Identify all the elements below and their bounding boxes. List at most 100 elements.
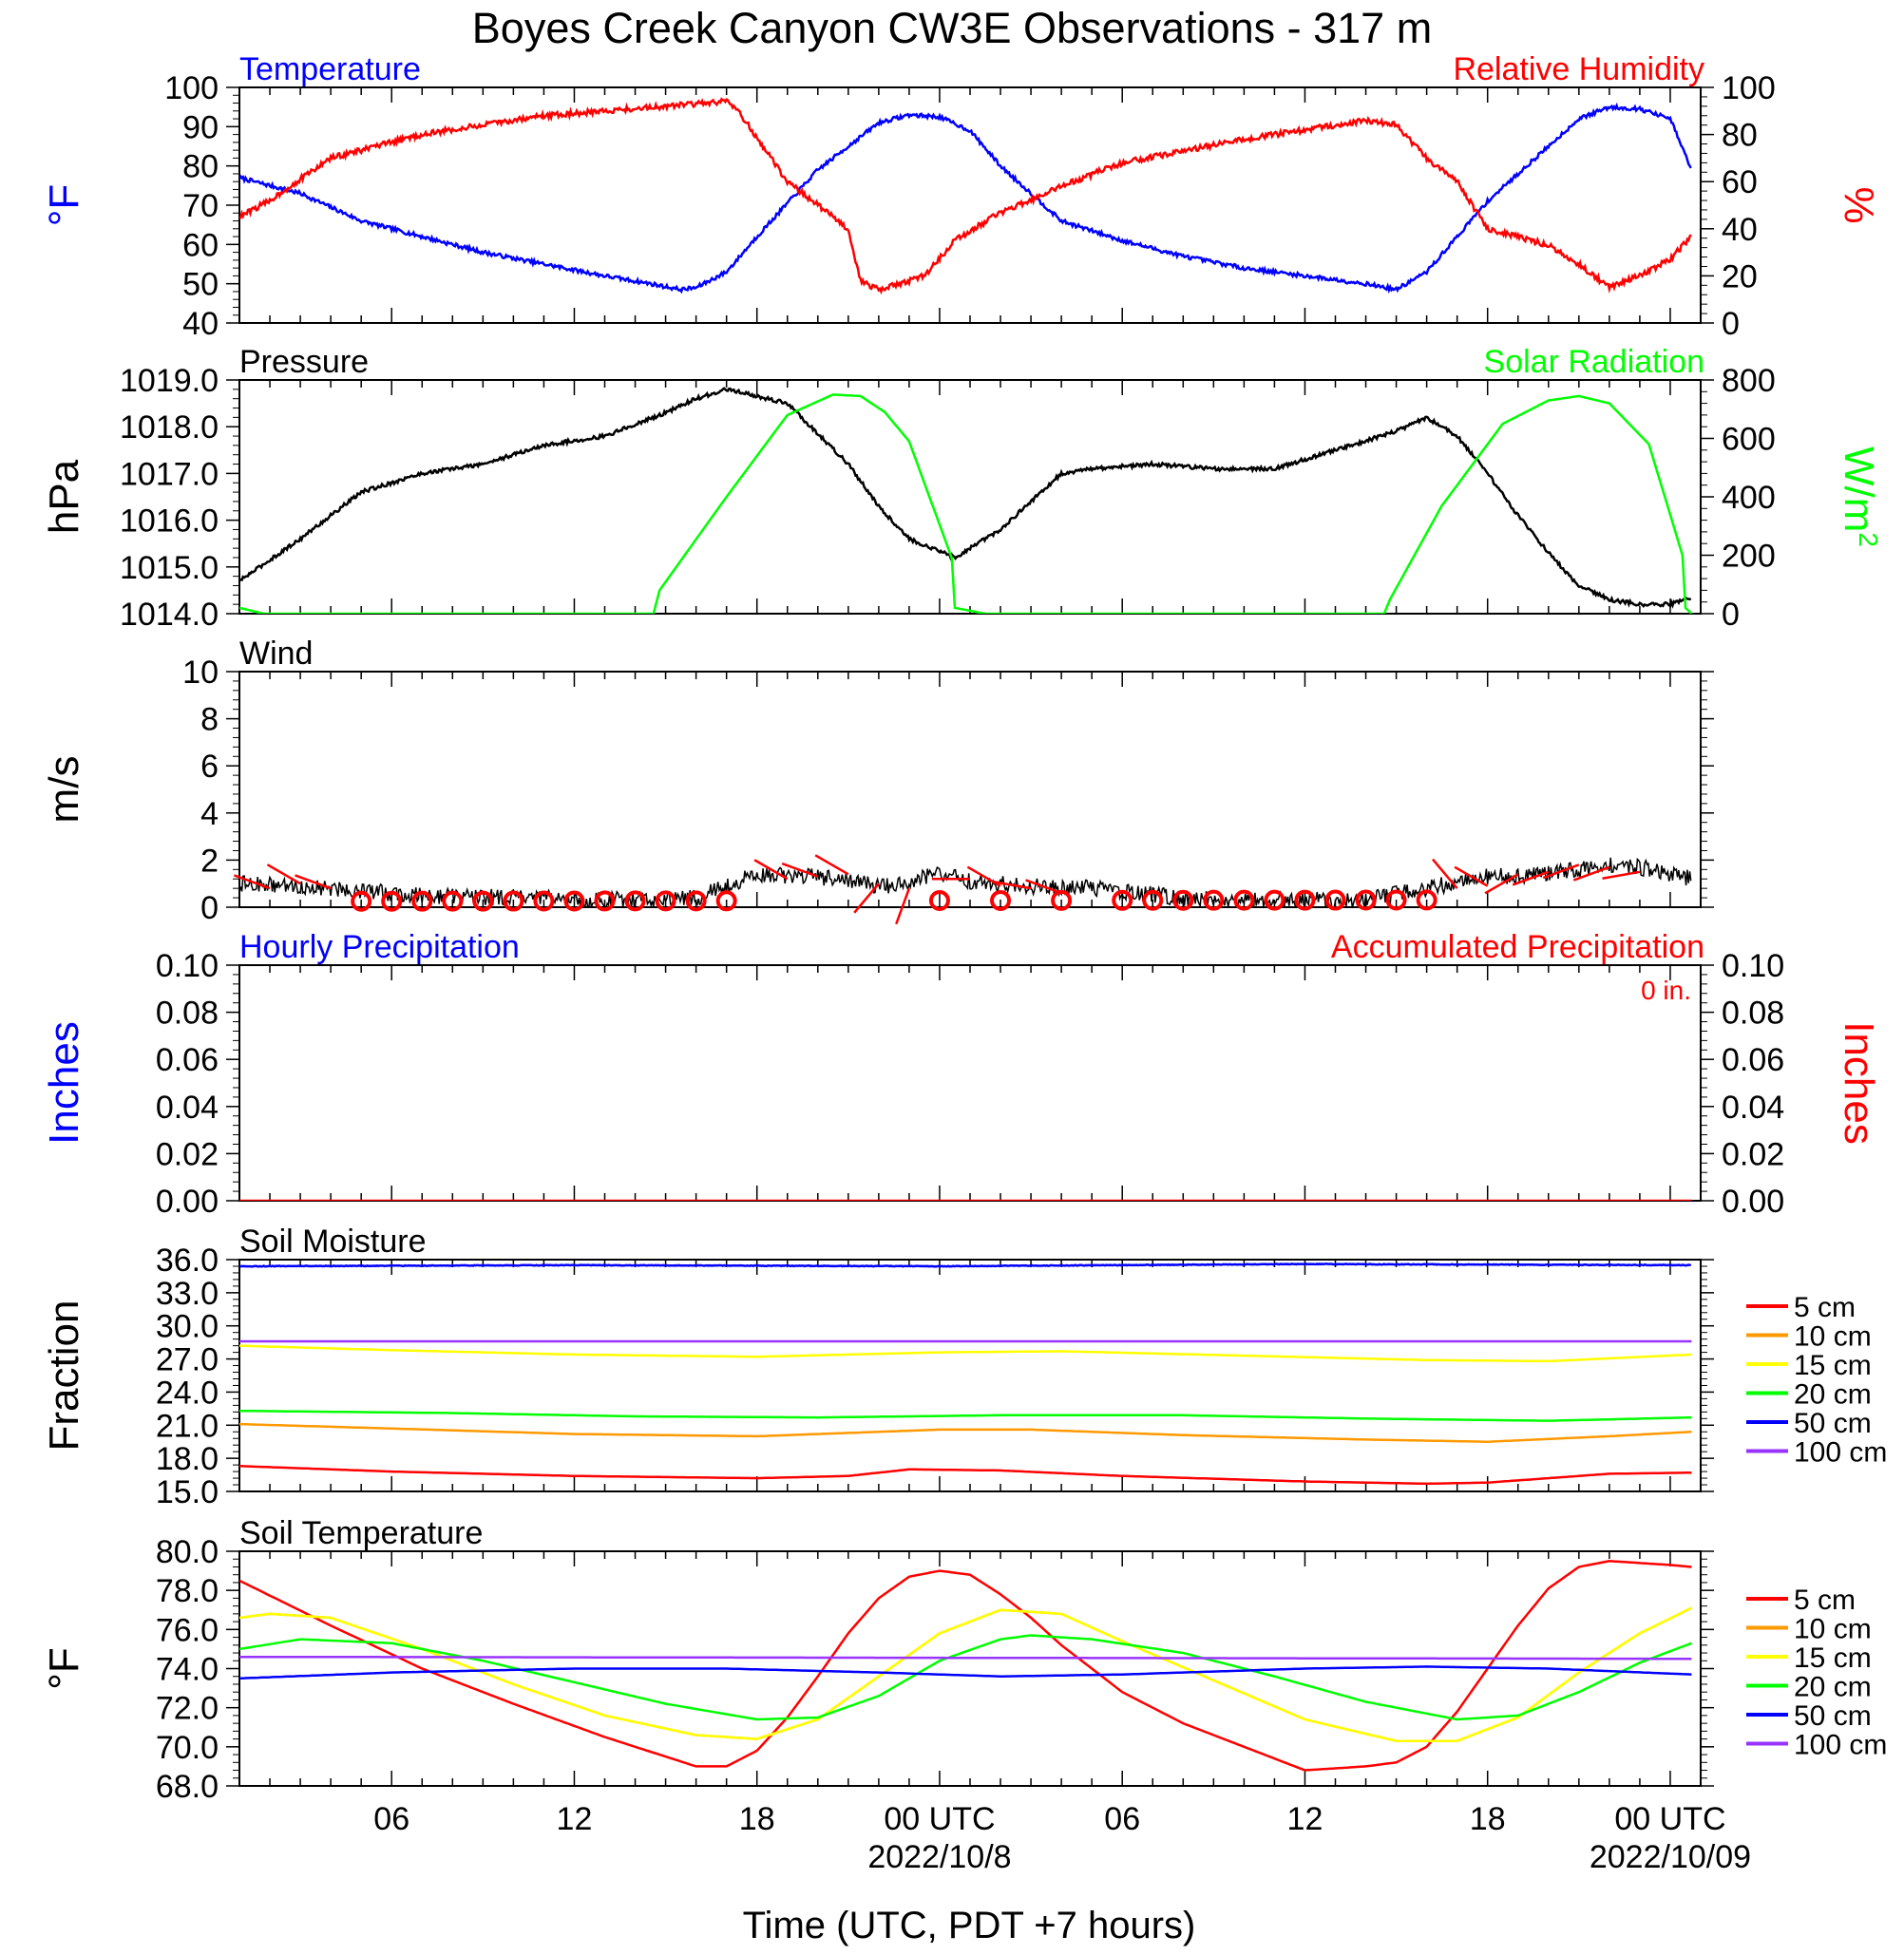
y-tick-label: 10 — [182, 655, 219, 691]
panel-title-left: Soil Temperature — [239, 1515, 483, 1551]
series-line-50-cm — [239, 1665, 1692, 1680]
y-tick-label: 21.0 — [156, 1408, 219, 1444]
panel-title-left: Wind — [239, 636, 313, 672]
y-tick-label: 2 — [200, 843, 219, 879]
calm-wind-circle — [1416, 889, 1438, 911]
panel-title-right: Solar Radiation — [1484, 344, 1704, 380]
y-tick-label: 40 — [182, 306, 219, 342]
x-tick-label: 06 — [1104, 1801, 1140, 1837]
calm-wind-circle — [411, 890, 433, 912]
calm-wind-circle — [1264, 889, 1285, 911]
series-line-5-cm — [239, 1465, 1692, 1486]
panel-title-left: Pressure — [239, 344, 369, 380]
calm-wind-circle — [685, 890, 707, 912]
accumulated-total: 0 in. — [1641, 976, 1691, 1005]
y-tick-label-right: 80 — [1722, 118, 1758, 154]
y-tick-label: 33.0 — [156, 1276, 219, 1312]
y-tick-label-right: 400 — [1722, 480, 1776, 516]
panel-frame — [238, 86, 1702, 324]
wind-barb — [853, 883, 880, 914]
calm-wind-circle — [563, 890, 585, 912]
calm-wind-circle — [1355, 889, 1377, 911]
wind-barb — [1484, 873, 1519, 895]
series-line-20-cm — [239, 1409, 1692, 1422]
y-tick-label-right: 200 — [1722, 539, 1776, 575]
panel-title-left: Temperature — [239, 51, 421, 87]
y-axis-label-left: hPa — [41, 459, 87, 534]
superscript: 2 — [1855, 532, 1884, 547]
y-axis-label-left: Inches — [41, 1021, 87, 1145]
wind-barb — [753, 859, 789, 881]
figure-title: Boyes Creek Canyon CW3E Observations - 3… — [472, 4, 1432, 52]
y-tick-label-right: 60 — [1722, 164, 1758, 200]
series-line-5-cm — [239, 1560, 1692, 1772]
y-axis-label-right: Inches — [1836, 1021, 1882, 1145]
y-tick-label: 27.0 — [156, 1342, 219, 1378]
y-tick-label: 78.0 — [156, 1573, 219, 1609]
legend-label: 20 cm — [1794, 1379, 1872, 1411]
y-tick-label: 1018.0 — [120, 409, 219, 446]
wind-barb — [1025, 879, 1062, 895]
y-tick-label: 60 — [182, 227, 219, 263]
wind-barb — [781, 862, 819, 878]
legend-label: 5 cm — [1794, 1585, 1856, 1616]
calm-wind-circle — [381, 890, 403, 912]
series-line-100-cm — [239, 1655, 1692, 1661]
y-tick-label-right: 0.08 — [1722, 996, 1784, 1032]
y-tick-label-right: 0.02 — [1722, 1136, 1784, 1172]
y-tick-label: 76.0 — [156, 1612, 219, 1648]
y-tick-label-right: 0.04 — [1722, 1090, 1784, 1126]
y-tick-label: 6 — [200, 749, 219, 785]
series-line-15-cm — [239, 1344, 1692, 1363]
x-tick-label: 12 — [1287, 1801, 1323, 1837]
calm-wind-circle — [442, 890, 464, 912]
calm-wind-circle — [1112, 889, 1133, 911]
y-tick-label: 36.0 — [156, 1243, 219, 1279]
series-line-15-cm — [239, 1606, 1692, 1742]
y-tick-label: 8 — [200, 702, 219, 738]
x-tick-label: 18 — [1470, 1801, 1506, 1837]
wind-barb — [1431, 858, 1458, 889]
y-tick-label: 1017.0 — [120, 456, 219, 492]
legend-label: 100 cm — [1794, 1437, 1887, 1469]
y-tick-label: 24.0 — [156, 1375, 219, 1411]
x-date-label: 2022/10/09 — [1590, 1839, 1751, 1875]
panel-title-right: Relative Humidity — [1453, 51, 1704, 87]
panel-precip: 0.00 0.02 0.04 0.06 0.08 0.10 0.00 0.02 0.04 0.06… — [41, 929, 1882, 1220]
calm-wind-circle — [594, 890, 616, 912]
legend-label: 5 cm — [1794, 1292, 1856, 1323]
y-tick-label: 15.0 — [156, 1474, 219, 1510]
x-tick-label: 06 — [373, 1801, 409, 1837]
y-tick-label-right: 0.00 — [1722, 1184, 1784, 1220]
panel-frame — [238, 964, 1702, 1202]
y-tick-label: 0.00 — [156, 1184, 219, 1220]
legend-label: 50 cm — [1794, 1408, 1872, 1439]
y-tick-label-right: 0.10 — [1722, 948, 1784, 984]
wind-barb — [266, 864, 301, 885]
y-tick-label-right: 0 — [1722, 306, 1740, 342]
y-tick-label-right: 20 — [1722, 258, 1758, 294]
x-tick-label: 12 — [557, 1801, 593, 1837]
panel-soil_temp: 68.070.072.074.0 76.078.080.0 Soil Tempera… — [41, 1515, 1887, 1805]
calm-wind-circle — [472, 890, 494, 912]
wind-barb — [895, 887, 911, 925]
legend-label: 100 cm — [1794, 1730, 1887, 1761]
y-tick-label: 0.08 — [156, 996, 219, 1032]
wind-barb — [234, 874, 271, 890]
legend-label: 15 cm — [1794, 1350, 1872, 1381]
calm-wind-circle — [1142, 889, 1164, 911]
series-line-50-cm — [239, 1262, 1692, 1268]
y-tick-label-right: 0 — [1722, 597, 1740, 633]
y-tick-label-right: 800 — [1722, 363, 1776, 399]
calm-wind-circle — [351, 890, 372, 912]
y-tick-label: 4 — [200, 796, 219, 832]
panel-frame — [238, 671, 1702, 908]
calm-wind-circle — [1324, 889, 1346, 911]
y-tick-label: 70 — [182, 188, 219, 224]
wind-barb — [295, 874, 332, 890]
panel-title-left: Soil Moisture — [239, 1224, 427, 1260]
